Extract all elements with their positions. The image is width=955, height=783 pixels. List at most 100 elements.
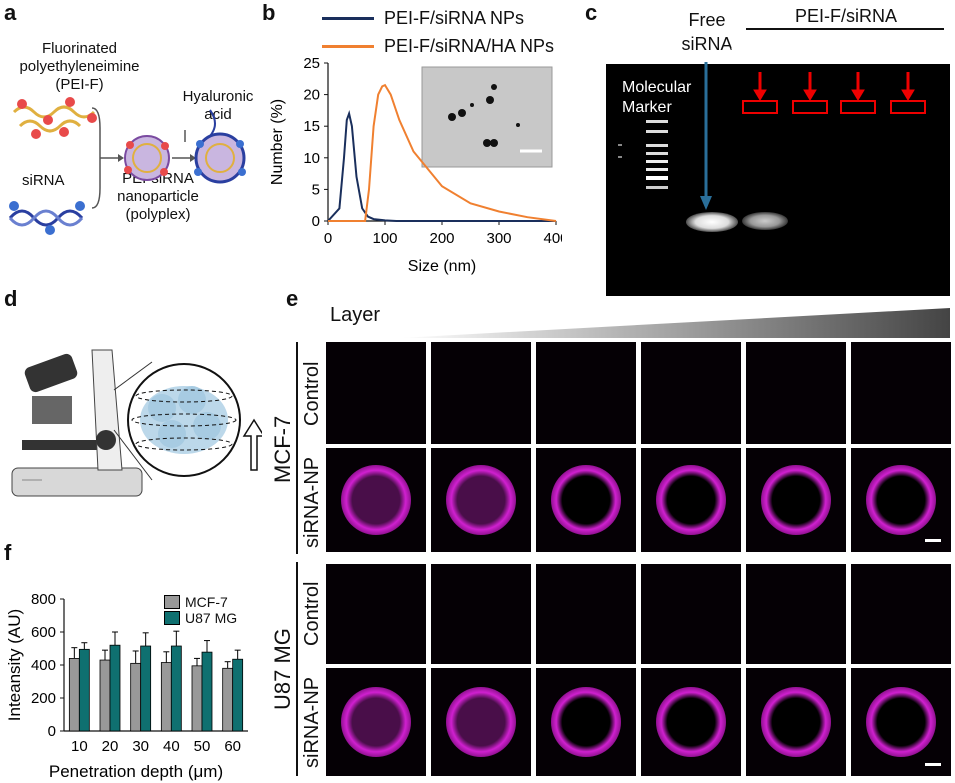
x-tick-label: 40	[163, 738, 180, 755]
x-tick-label: 50	[194, 738, 211, 755]
confocal-image-grid	[326, 342, 952, 778]
panel-b-label: b	[262, 0, 276, 25]
confocal-sirna-np-tile	[641, 448, 741, 552]
mcf7-bracket	[296, 342, 298, 554]
ha-chain-icon	[209, 109, 216, 137]
confocal-control-tile	[431, 342, 531, 444]
x-tick-label: 0	[324, 230, 332, 247]
legend-swatch-orange	[322, 44, 374, 48]
x-tick-label: 30	[132, 738, 149, 755]
polyplex-schematic	[8, 97, 246, 235]
molecular-marker-label: Molecular Marker	[622, 78, 691, 118]
bar-u87	[78, 648, 90, 732]
ladder-lane	[646, 120, 668, 200]
legend-swatch-gray	[164, 595, 180, 609]
scale-bar	[925, 539, 941, 542]
confocal-sirna-np-tile	[746, 448, 846, 552]
ha-coated-nanoparticle-icon	[194, 132, 246, 184]
nanoparticle-dot	[490, 139, 498, 147]
label-sirna-free: siRNA	[681, 34, 733, 54]
series-line-pei-f-sirna-ha	[328, 83, 557, 222]
chart-f-legend: MCF-7 U87 MG	[164, 594, 237, 626]
layer-gradient-wedge	[400, 308, 950, 338]
y-tick-label: 20	[303, 87, 320, 104]
nanoparticle-dot	[483, 139, 491, 147]
row-label-control-u87: Control	[301, 581, 323, 647]
ratio-label-8-1: 8:1	[875, 25, 905, 58]
legend-swatch-teal	[164, 611, 180, 625]
row-label-sirna-np-u87: siRNA-NP	[301, 676, 323, 768]
x-tick-label: 100	[372, 230, 397, 247]
x-tick-label: 200	[429, 230, 454, 247]
y-tick-label: 25	[303, 55, 320, 72]
spheroid-fluorescence-ring	[341, 687, 411, 757]
spheroid-zoom-icon	[127, 363, 241, 477]
confocal-sirna-np-tile	[641, 668, 741, 776]
bar-mcf7	[99, 659, 111, 732]
well-2-1	[742, 100, 778, 114]
bar-u87	[109, 644, 121, 732]
confocal-control-tile	[851, 564, 951, 664]
spheroid-fluorescence-ring	[866, 687, 936, 757]
chart-b-legend: PEI-F/siRNA NPs PEI-F/siRNA/HA NPs	[322, 4, 554, 60]
nanoparticle-dot	[448, 113, 456, 121]
confocal-control-tile	[746, 564, 846, 664]
microscope-illustration	[11, 349, 262, 497]
row-label-u87: U87 MG	[270, 628, 295, 710]
polyplex-nanoparticle-icon	[124, 135, 170, 181]
bar-mcf7	[191, 665, 203, 732]
nanoparticle-dot	[486, 96, 494, 104]
confocal-control-tile	[431, 564, 531, 664]
bar-mcf7	[222, 667, 234, 732]
panel-c-label: c	[585, 0, 598, 25]
row-label-mcf7: MCF-7	[270, 415, 295, 483]
legend-item-pei-f-sirna: PEI-F/siRNA NPs	[322, 4, 554, 32]
x-axis-title: Size (nm)	[408, 258, 476, 275]
confocal-control-tile	[536, 564, 636, 664]
x-axis-title: Penetration depth (μm)	[49, 762, 223, 781]
x-tick-label: 60	[224, 738, 241, 755]
bar-mcf7	[160, 662, 172, 732]
y-tick-label: 5	[312, 181, 320, 198]
y-tick-label: 600	[31, 624, 56, 641]
nanoparticle-dot	[458, 109, 466, 117]
spheroid-fluorescence-ring	[761, 465, 831, 535]
layer-up-arrow-icon	[242, 418, 262, 471]
free-sirna-label: Free siRNA	[676, 8, 738, 56]
confocal-control-tile	[641, 564, 741, 664]
legend-text-mcf7: MCF-7	[185, 594, 228, 610]
spheroid-fluorescence-ring	[341, 465, 411, 535]
well-6-1	[840, 100, 876, 114]
label-hyaluronic: Hyaluronic	[182, 88, 254, 105]
label-free: Free	[688, 10, 726, 30]
confocal-sirna-np-tile	[746, 668, 846, 776]
confocal-sirna-np-tile	[536, 448, 636, 552]
confocal-sirna-np-tile	[431, 668, 531, 776]
x-tick-label: 20	[102, 738, 119, 755]
label-marker: Marker	[622, 99, 672, 116]
bar-mcf7	[130, 662, 142, 732]
y-tick-label: 0	[312, 213, 320, 230]
bar-u87	[140, 645, 152, 732]
panel-f-label: f	[4, 540, 12, 565]
pei-f-polymer-icon	[12, 97, 97, 139]
confocal-control-tile	[326, 564, 426, 664]
bar-u87	[201, 651, 213, 732]
confocal-control-tile	[326, 342, 426, 444]
u87-bracket	[296, 562, 298, 776]
legend-item-u87: U87 MG	[164, 610, 237, 626]
fluorinated-pei-label: Fluorinated polyethyleneimine (PEI-F)	[12, 40, 147, 94]
y-tick-label: 200	[31, 690, 56, 707]
legend-item-mcf7: MCF-7	[164, 594, 237, 610]
sirna-label: siRNA	[22, 172, 65, 189]
confocal-control-tile	[536, 342, 636, 444]
x-tick-label: 400	[543, 230, 562, 247]
bar-u87	[232, 658, 244, 732]
panel-d-label: d	[4, 286, 18, 311]
bar-mcf7	[68, 658, 80, 732]
y-tick-label: 0	[48, 723, 56, 740]
well-arrows	[753, 72, 915, 101]
free-sirna-arrow	[700, 62, 712, 210]
spheroid-fluorescence-ring	[551, 687, 621, 757]
